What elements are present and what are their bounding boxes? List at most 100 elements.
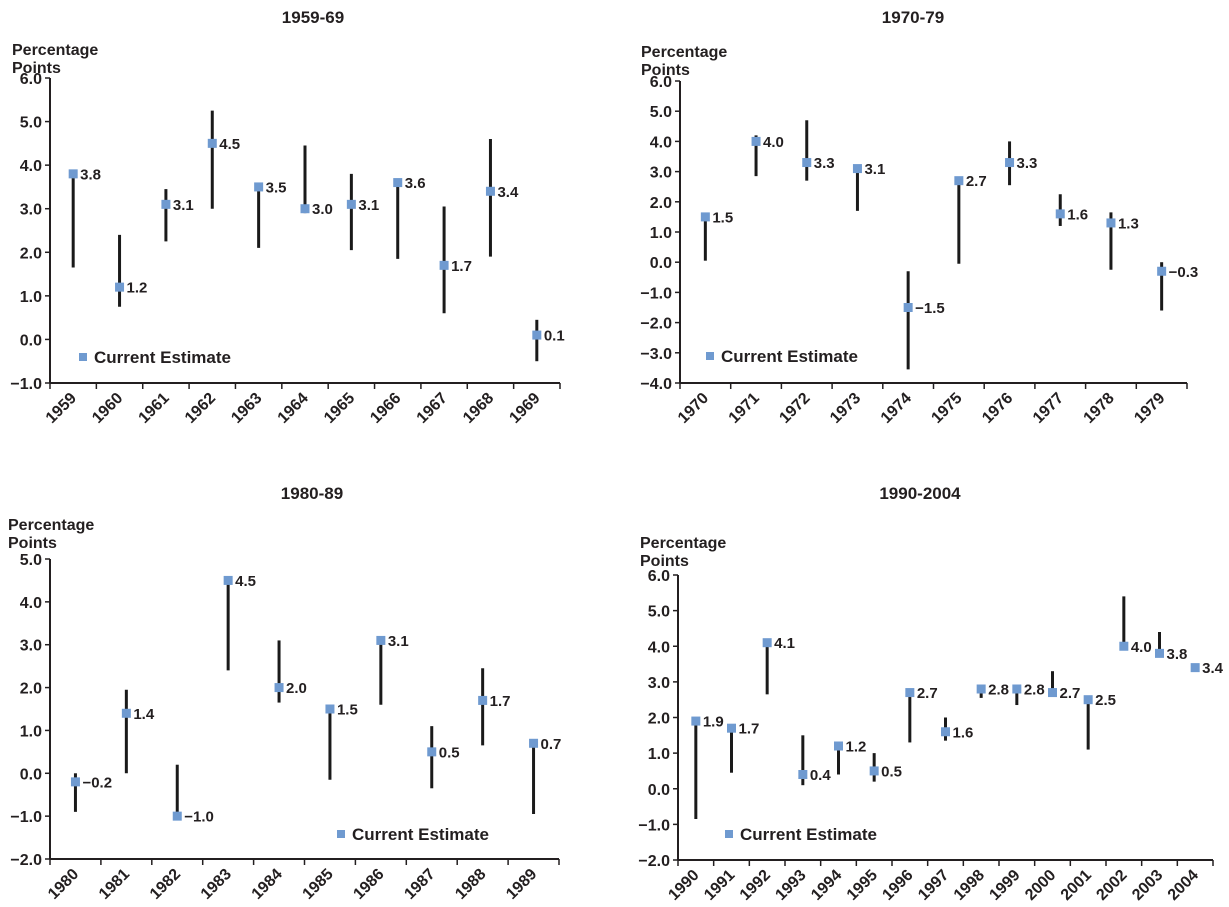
current-estimate-marker bbox=[485, 186, 495, 196]
data-label: 3.3 bbox=[1017, 155, 1038, 172]
y-tick-label: −3.0 bbox=[640, 346, 672, 363]
data-label: 2.8 bbox=[1024, 682, 1045, 699]
y-tick-label: −1.0 bbox=[10, 809, 42, 826]
data-label: 3.1 bbox=[358, 197, 379, 214]
data-label: 0.7 bbox=[541, 736, 562, 753]
x-tick-label: 1996 bbox=[879, 867, 916, 904]
y-tick-label: 6.0 bbox=[20, 71, 42, 88]
y-tick-label: 2.0 bbox=[648, 711, 670, 728]
data-label: 2.5 bbox=[1095, 692, 1116, 709]
current-estimate-marker bbox=[121, 708, 131, 718]
legend-marker bbox=[725, 830, 733, 838]
data-label: 2.7 bbox=[1060, 685, 1081, 702]
current-estimate-marker bbox=[274, 683, 284, 693]
current-estimate-marker bbox=[1048, 688, 1057, 698]
data-label: 1.2 bbox=[846, 739, 867, 756]
y-tick-label: 6.0 bbox=[650, 74, 672, 91]
y-tick-label: 0.0 bbox=[20, 766, 42, 783]
y-tick-label: 4.0 bbox=[20, 158, 42, 175]
legend-marker bbox=[337, 830, 345, 838]
current-estimate-marker bbox=[439, 260, 449, 270]
y-tick-label: −1.0 bbox=[10, 376, 42, 393]
x-tick-label: 2003 bbox=[1129, 867, 1166, 904]
current-estimate-marker bbox=[325, 704, 335, 714]
data-label: 1.4 bbox=[133, 706, 155, 723]
legend-label: Current Estimate bbox=[94, 348, 231, 367]
data-label: 3.3 bbox=[814, 155, 835, 172]
current-estimate-marker bbox=[529, 738, 539, 748]
x-tick-label: 2000 bbox=[1022, 867, 1059, 904]
data-label: 1.3 bbox=[1118, 215, 1139, 232]
x-tick-label: 1994 bbox=[808, 867, 845, 904]
x-tick-label: 1999 bbox=[986, 867, 1023, 904]
current-estimate-marker bbox=[376, 635, 386, 645]
data-label: 3.8 bbox=[80, 166, 101, 183]
current-estimate-marker bbox=[1119, 641, 1129, 651]
y-tick-label: 1.0 bbox=[20, 289, 42, 306]
legend-label: Current Estimate bbox=[352, 825, 489, 844]
data-label: 2.7 bbox=[966, 173, 987, 190]
y-tick-label: 1.0 bbox=[648, 746, 670, 763]
current-estimate-marker bbox=[834, 741, 843, 751]
y-tick-label: 0.0 bbox=[20, 332, 42, 349]
data-label: 3.6 bbox=[405, 175, 426, 192]
data-label: 4.5 bbox=[219, 136, 240, 153]
y-axis-label: Percentage Points bbox=[12, 42, 99, 77]
data-label: 4.0 bbox=[763, 134, 784, 151]
current-estimate-marker bbox=[346, 199, 356, 209]
y-tick-label: −1.0 bbox=[640, 285, 672, 302]
current-estimate-marker bbox=[976, 684, 986, 694]
legend-label: Current Estimate bbox=[721, 347, 858, 366]
y-tick-label: −2.0 bbox=[10, 852, 42, 869]
current-estimate-marker bbox=[478, 695, 488, 705]
data-label: 3.5 bbox=[266, 179, 287, 196]
data-label: 1.5 bbox=[712, 209, 733, 226]
y-tick-label: 0.0 bbox=[650, 255, 672, 272]
data-label: 4.5 bbox=[235, 573, 256, 590]
legend-marker bbox=[706, 352, 714, 360]
data-label: 2.0 bbox=[286, 680, 307, 697]
legend-label: Current Estimate bbox=[740, 825, 877, 844]
current-estimate-marker bbox=[223, 575, 233, 585]
y-tick-label: −2.0 bbox=[638, 853, 670, 870]
data-label: 3.8 bbox=[1167, 646, 1188, 663]
x-tick-label: 1993 bbox=[772, 867, 809, 904]
current-estimate-marker bbox=[1055, 209, 1065, 219]
data-label: 1.2 bbox=[127, 280, 148, 297]
data-label: −0.2 bbox=[82, 774, 112, 791]
current-estimate-marker bbox=[254, 182, 264, 192]
y-tick-label: 0.0 bbox=[648, 782, 670, 799]
x-tick-label: 2004 bbox=[1165, 867, 1202, 904]
data-label: 1.7 bbox=[451, 258, 472, 275]
y-tick-label: 3.0 bbox=[648, 675, 670, 692]
current-estimate-marker bbox=[172, 811, 182, 821]
x-tick-label: 1990 bbox=[665, 867, 702, 904]
data-label: 1.7 bbox=[739, 721, 760, 738]
current-estimate-marker bbox=[427, 747, 437, 757]
y-tick-label: 1.0 bbox=[20, 723, 42, 740]
current-estimate-marker bbox=[941, 727, 950, 737]
data-label: 3.0 bbox=[312, 201, 333, 218]
data-label: −0.3 bbox=[1169, 264, 1199, 281]
legend-marker bbox=[79, 353, 87, 361]
current-estimate-marker bbox=[1012, 684, 1022, 694]
y-tick-label: 5.0 bbox=[20, 115, 42, 132]
y-tick-label: 3.0 bbox=[20, 202, 42, 219]
x-tick-label: 1997 bbox=[915, 867, 952, 904]
current-estimate-marker bbox=[700, 212, 710, 222]
x-tick-label: 2002 bbox=[1093, 867, 1130, 904]
y-tick-label: 3.0 bbox=[650, 165, 672, 182]
data-label: 1.7 bbox=[490, 693, 511, 710]
current-estimate-marker bbox=[1005, 158, 1015, 168]
current-estimate-marker bbox=[68, 169, 78, 179]
data-label: 1.6 bbox=[953, 724, 974, 741]
y-tick-label: 2.0 bbox=[20, 681, 42, 698]
current-estimate-marker bbox=[798, 770, 808, 779]
chart-title: 1970-79 bbox=[881, 8, 945, 27]
data-label: 3.1 bbox=[388, 633, 409, 650]
y-axis-label: Percentage Points bbox=[641, 44, 728, 79]
data-label: 1.6 bbox=[1067, 206, 1088, 223]
chart-title: 1959-69 bbox=[281, 8, 345, 27]
data-label: −1.0 bbox=[184, 809, 214, 826]
